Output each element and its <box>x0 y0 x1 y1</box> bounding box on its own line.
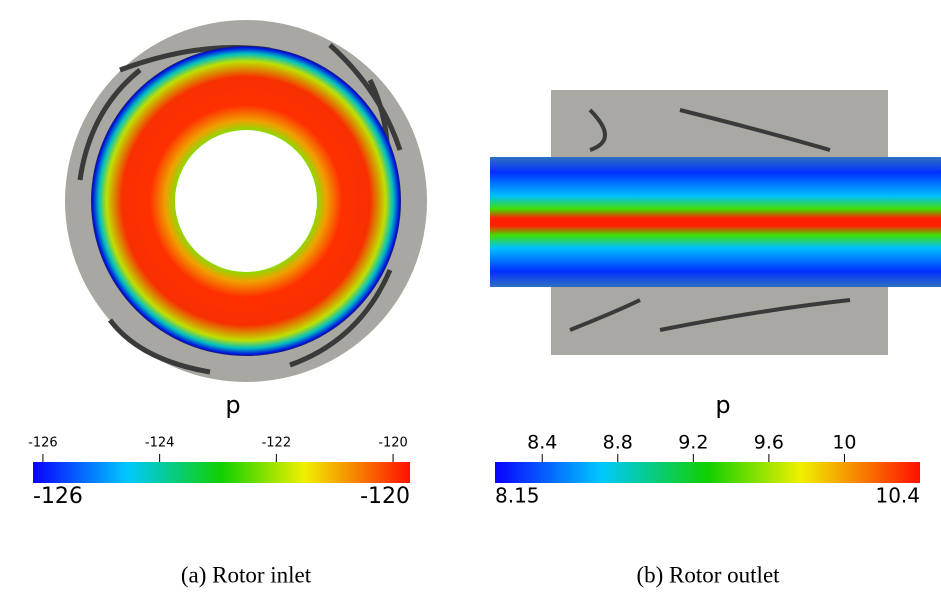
tick-label: 9.2 <box>678 432 708 454</box>
tick-label: -124 <box>145 436 175 451</box>
caption: (b) Rotor outlet <box>636 562 780 587</box>
tick-label: -126 <box>28 436 58 451</box>
tick-label: 9.6 <box>754 432 784 454</box>
rotor-outlet-render <box>490 90 941 355</box>
tick-label: 8.4 <box>527 432 557 454</box>
colorbars: p -126 -124 -122 -120 -126 -120 p 8.4 8.8 9.2 9.6 10… <box>28 391 920 509</box>
range-label: 10.4 <box>875 484 920 508</box>
tick-label: 8.8 <box>603 432 633 454</box>
tick-label: -120 <box>378 436 408 451</box>
colorbar <box>33 462 410 483</box>
range-label: 8.15 <box>495 484 540 508</box>
range-label: -120 <box>360 484 410 509</box>
tick-label: 10 <box>832 432 856 454</box>
colorbar-label: p <box>225 391 240 419</box>
tick-label: -122 <box>262 436 292 451</box>
colorbar-label: p <box>715 391 730 419</box>
range-label: -126 <box>33 484 83 509</box>
rotor-inlet-render <box>65 20 427 382</box>
colorbar <box>495 462 920 483</box>
caption: (a) Rotor inlet <box>181 562 312 587</box>
